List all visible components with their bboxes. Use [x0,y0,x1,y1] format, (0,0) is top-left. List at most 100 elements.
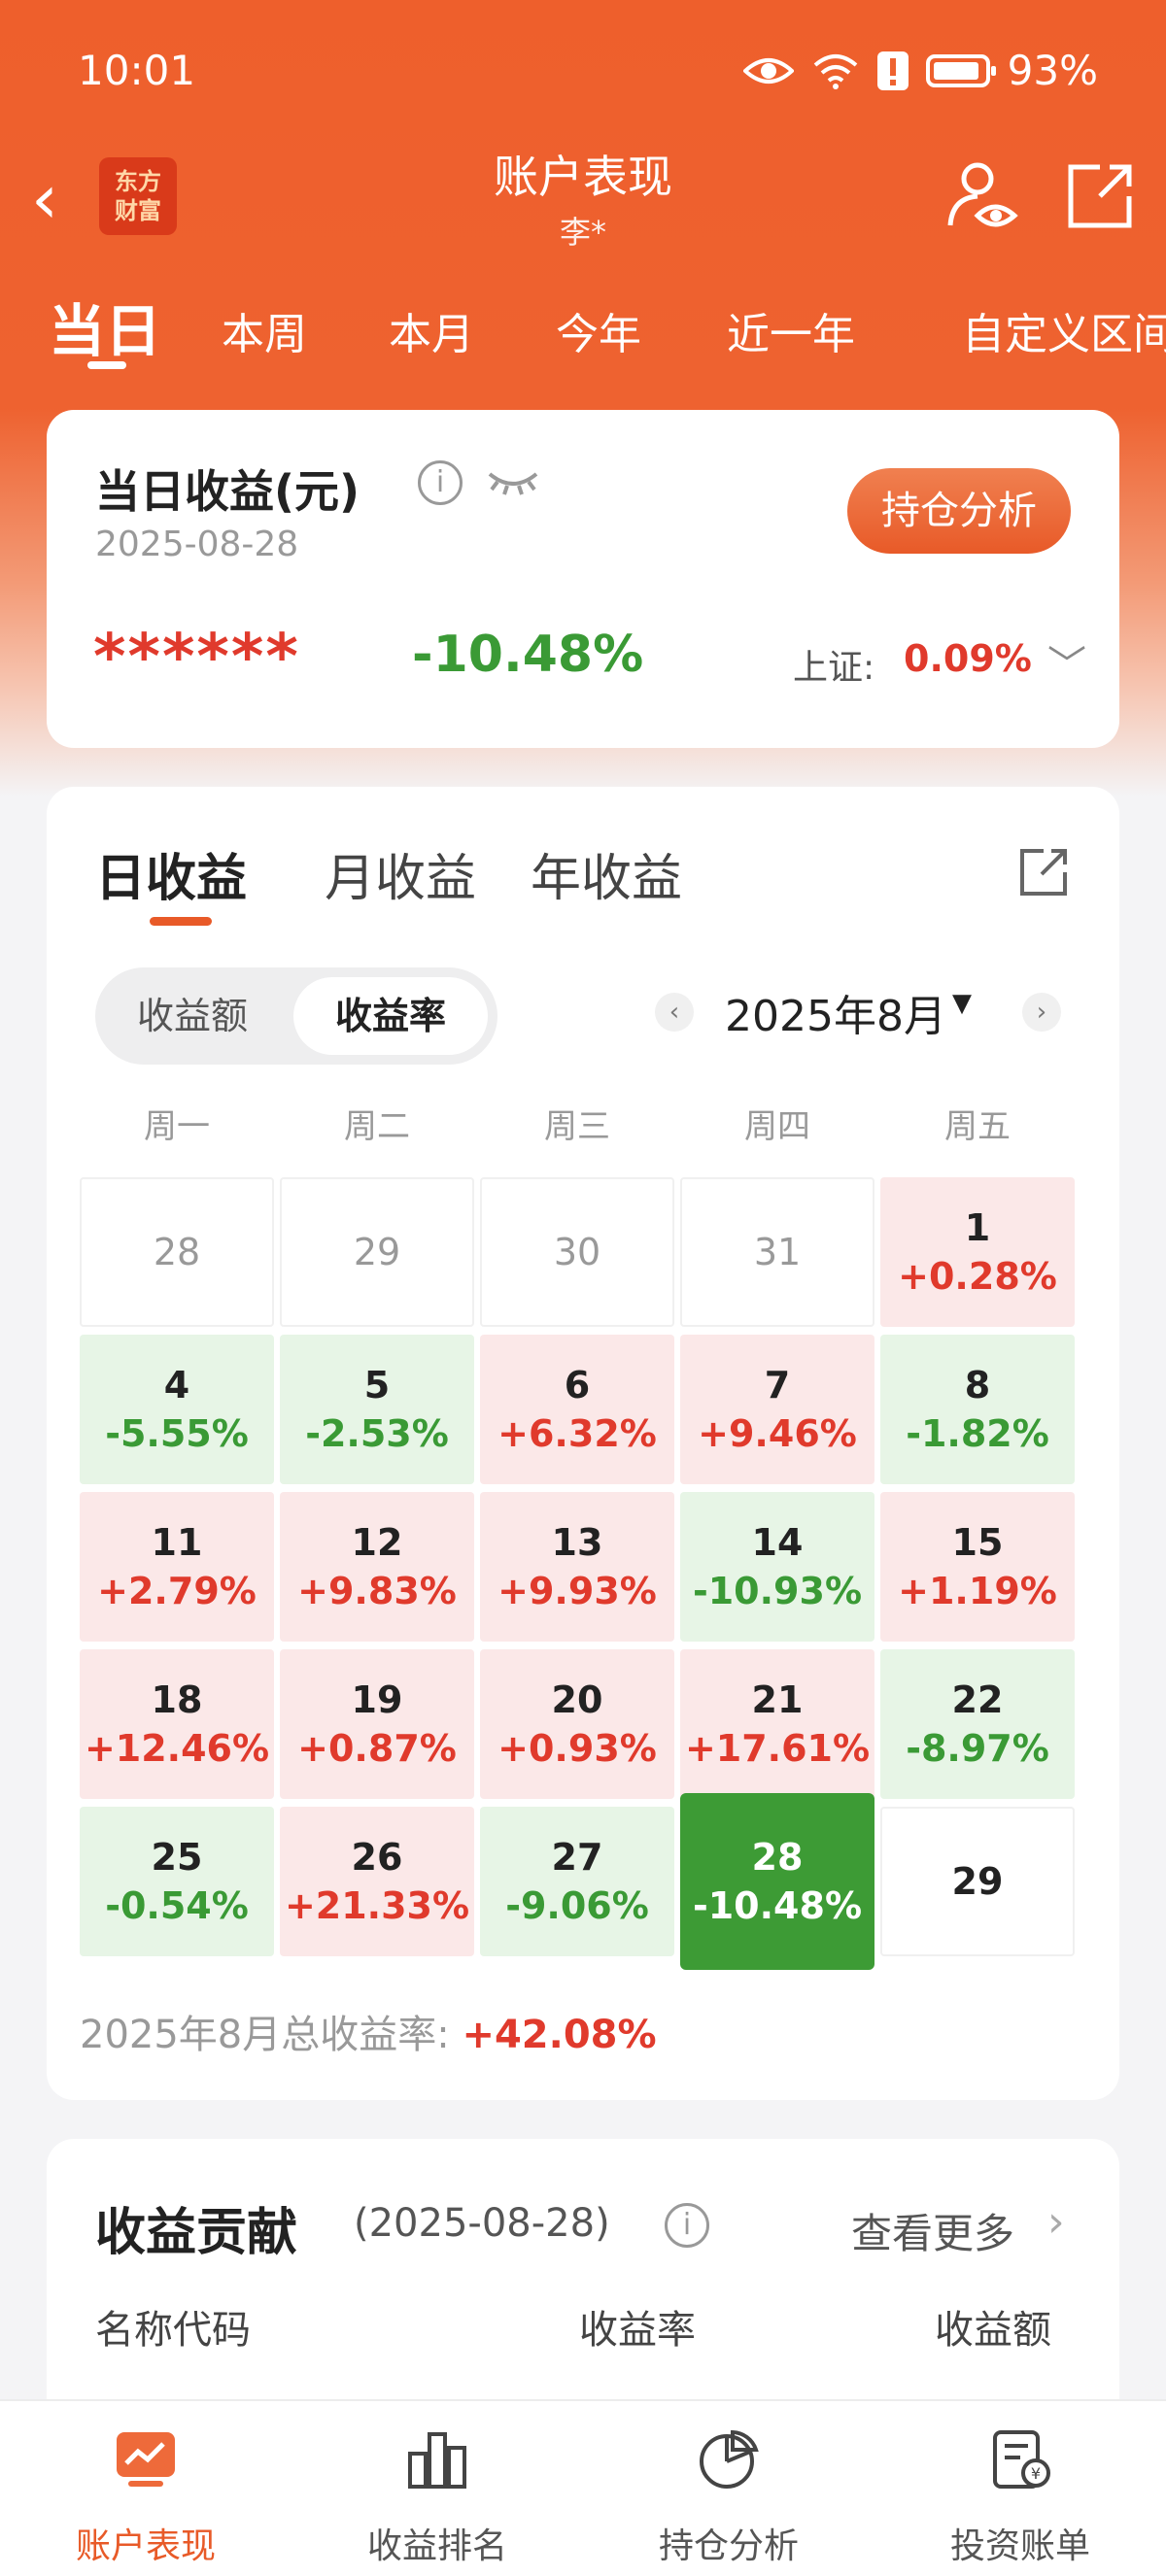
day-return-pct: +0.93% [497,1727,657,1770]
column-return-amount: 收益额 [935,2308,1051,2353]
day-return-pct: +9.46% [698,1412,857,1455]
index-label: 上证: [793,648,875,688]
toggle-rate[interactable]: 收益率 [293,977,488,1055]
calendar-day-cell[interactable]: 28 -10.48% [680,1793,874,1970]
eye-icon [742,57,794,84]
tab-daily-returns[interactable]: 日收益 [95,837,247,926]
month-total: 2025年8月总收益率: +42.08% [80,2003,657,2059]
user-view-icon[interactable] [944,157,1022,235]
status-icons: 93% [742,47,1098,94]
tab-label: 收益排名 [366,2526,507,2566]
calendar-day-cell[interactable]: 18 +12.46% [80,1649,274,1799]
day-return-pct: +0.87% [297,1727,457,1770]
calendar-day-cell[interactable]: 12 +9.83% [280,1492,474,1642]
toggle-amount[interactable]: 收益额 [136,995,248,1037]
tab-today[interactable]: 当日 [49,286,161,369]
tab-month[interactable]: 本月 [389,310,474,359]
day-return-pct: +17.61% [684,1727,871,1770]
battery-icon [925,53,996,87]
calendar-day-cell[interactable]: 25 -0.54% [80,1807,274,1956]
alert-icon [876,51,909,90]
tab-account-performance[interactable]: 账户表现 [0,2401,292,2576]
calendar-day-cell[interactable]: 27 -9.06% [480,1807,674,1956]
prev-month-button[interactable]: ‹ [655,993,694,1032]
calendar-day-cell[interactable]: 15 +1.19% [880,1492,1075,1642]
wifi-icon [813,53,857,89]
tab-holdings-analysis[interactable]: 持仓分析 [583,2401,874,2576]
info-icon[interactable]: i [665,2203,709,2248]
back-icon[interactable]: ‹ [31,159,58,239]
tab-return-ranking[interactable]: 收益排名 [292,2401,583,2576]
share-icon[interactable] [1014,843,1073,901]
tab-investment-bill[interactable]: ¥ 投资账单 [874,2401,1166,2576]
calendar-day-cell[interactable]: 13 +9.93% [480,1492,674,1642]
calendar-day-cell: 31 [680,1177,874,1327]
tab-yearly-returns[interactable]: 年收益 [531,850,683,908]
see-more-link[interactable]: 查看更多 [851,2210,1015,2257]
status-time: 10:01 [78,47,196,94]
daily-summary-card: 当日收益(元) i 2025-08-28 持仓分析 ****** -10.48%… [47,410,1119,748]
brand-logo: 东方财富 [99,157,177,235]
day-return-pct: +1.19% [898,1570,1057,1612]
day-number: 27 [551,1836,603,1879]
calendar-day-cell[interactable]: 4 -5.55% [80,1335,274,1484]
day-number: 31 [753,1231,802,1273]
holdings-analysis-button[interactable]: 持仓分析 [847,468,1071,554]
day-number: 19 [351,1678,403,1721]
month-total-label: 2025年8月总收益率: [80,2013,450,2057]
chart-icon [117,2432,175,2487]
bill-icon: ¥ [993,2430,1050,2489]
contribution-title: 收益贡献 [95,2204,298,2262]
calendar-day-cell[interactable]: 7 +9.46% [680,1335,874,1484]
calendar-day-cell[interactable]: 29 [880,1807,1075,1956]
day-return-pct: -2.53% [305,1412,449,1455]
day-number: 12 [351,1521,403,1564]
calendar-day-cell[interactable]: 19 +0.87% [280,1649,474,1799]
calendar-day-cell[interactable]: 22 -8.97% [880,1649,1075,1799]
calendar-day-cell[interactable]: 20 +0.93% [480,1649,674,1799]
calendar-day-cell[interactable]: 11 +2.79% [80,1492,274,1642]
day-number: 5 [363,1364,391,1407]
weekday-label: 周四 [744,1107,810,1146]
chevron-down-icon[interactable]: ﹀ [1047,643,1086,688]
caret-down-icon[interactable]: ▼ [952,989,972,1018]
day-number: 15 [951,1521,1004,1564]
hide-eye-icon[interactable] [484,462,542,501]
calendar-day-cell: 30 [480,1177,674,1327]
weekday-label: 周一 [144,1107,210,1146]
daily-return-pct: -10.48% [412,626,644,684]
day-number: 26 [351,1836,403,1879]
share-icon[interactable] [1061,157,1139,235]
tab-year[interactable]: 今年 [556,310,641,359]
tab-monthly-returns[interactable]: 月收益 [325,850,477,908]
day-number: 11 [151,1521,203,1564]
returns-calendar-card: 日收益 月收益 年收益 收益额 收益率 ‹ 2025年8月 ▼ › 周一 周二 周三… [47,787,1119,2100]
calendar-day-cell[interactable]: 21 +17.61% [680,1649,874,1799]
calendar-day-cell[interactable]: 5 -2.53% [280,1335,474,1484]
calendar-day-cell[interactable]: 1 +0.28% [880,1177,1075,1327]
calendar-day-cell[interactable]: 8 -1.82% [880,1335,1075,1484]
tab-custom-range[interactable]: 自定义区间 [962,310,1166,359]
calendar-day-cell[interactable]: 14 -10.93% [680,1492,874,1642]
calendar-day-cell[interactable]: 6 +6.32% [480,1335,674,1484]
day-number: 30 [553,1231,601,1273]
tab-week[interactable]: 本周 [222,310,307,359]
column-name-code: 名称代码 [95,2308,251,2353]
day-return-pct: -1.82% [906,1412,1049,1455]
calendar-day-cell[interactable]: 26 +21.33% [280,1807,474,1956]
tab-label: 投资账单 [949,2526,1090,2566]
next-month-button[interactable]: › [1022,993,1061,1032]
brand-logo-text: 东方财富 [115,168,161,224]
day-number: 29 [353,1231,401,1273]
month-label[interactable]: 2025年8月 [725,992,946,1041]
month-total-value: +42.08% [462,2013,657,2057]
tab-last-year[interactable]: 近一年 [727,310,855,359]
weekday-label: 周三 [544,1107,610,1146]
tab-label: 持仓分析 [658,2526,799,2566]
day-return-pct: +6.32% [497,1412,657,1455]
chevron-right-icon[interactable]: › [1047,2197,1065,2247]
info-icon[interactable]: i [418,460,463,505]
bottom-tab-bar: 账户表现 收益排名 持仓分析 ¥ 投资账单 [0,2399,1166,2576]
day-return-pct: -10.93% [692,1570,863,1612]
weekday-label: 周二 [344,1107,410,1146]
